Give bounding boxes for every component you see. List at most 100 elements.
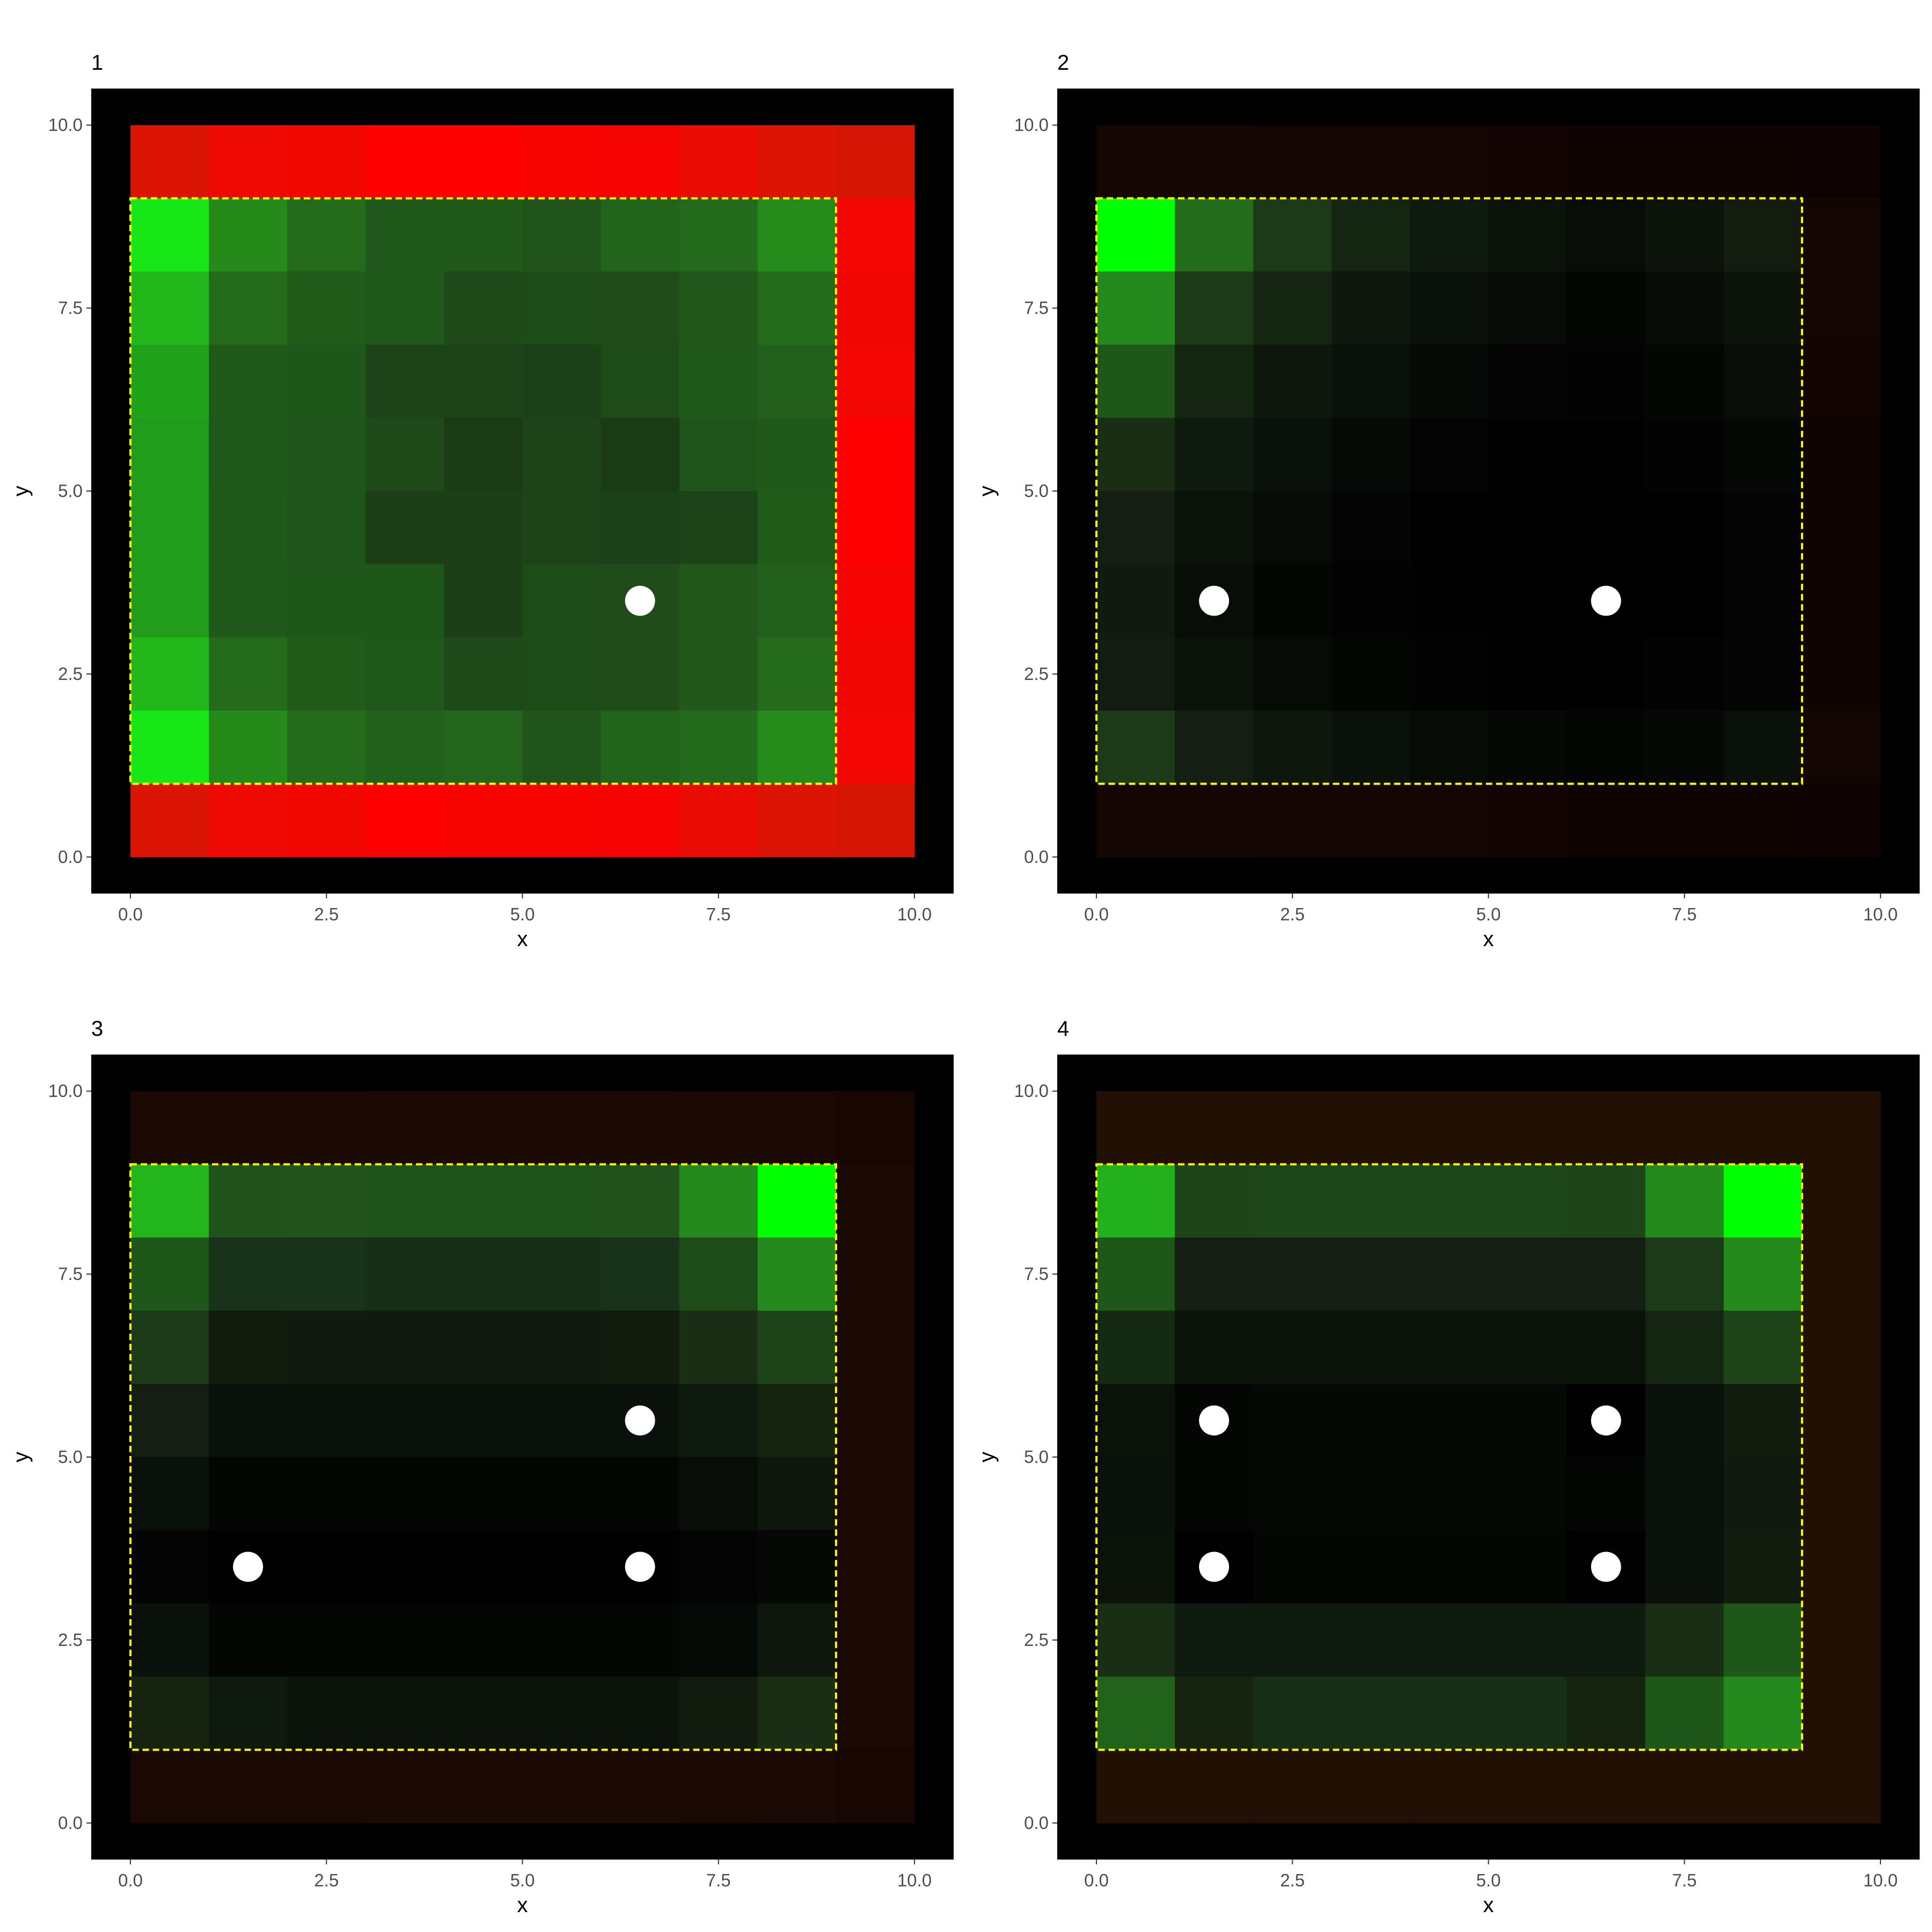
heatmap-cell	[1488, 1164, 1568, 1238]
heatmap-cell	[287, 564, 366, 638]
heatmap-cell	[1410, 198, 1489, 272]
heatmap-cell	[444, 711, 523, 785]
heatmap-cell	[679, 198, 758, 272]
heatmap-cell	[1331, 491, 1411, 565]
heatmap-cell	[1253, 418, 1332, 492]
heatmap-cell	[287, 1457, 366, 1531]
y-tick-label: 2.5	[58, 1630, 83, 1650]
heatmap-cell	[444, 637, 523, 711]
heatmap-cell	[1410, 418, 1489, 492]
heatmap-cell	[1488, 491, 1568, 565]
heatmap-cell	[1410, 1750, 1489, 1824]
heatmap-cell	[757, 1457, 837, 1531]
heatmap-cell	[757, 271, 837, 345]
heatmap-cell	[1567, 711, 1646, 785]
x-tick-label: 5.0	[510, 1870, 535, 1890]
heatmap-cell	[522, 271, 602, 345]
heatmap-cell	[1488, 418, 1568, 492]
heatmap-cell	[1645, 491, 1724, 565]
y-axis-title: y	[975, 486, 999, 496]
x-tick-label: 2.5	[1280, 904, 1305, 924]
data-point	[1199, 586, 1230, 616]
data-point	[625, 586, 655, 616]
heatmap-cell	[365, 1457, 445, 1531]
heatmap-cell	[209, 1091, 288, 1165]
heatmap-cell	[1096, 271, 1175, 345]
heatmap-cell	[1096, 1530, 1175, 1604]
heatmap-cell	[1802, 1750, 1881, 1824]
heatmap-cell	[1331, 1237, 1411, 1311]
heatmap-cell	[1410, 1311, 1489, 1385]
heatmap-cell	[1331, 1530, 1411, 1604]
y-tick-label: 10.0	[48, 1081, 83, 1101]
y-tick-label: 2.5	[58, 664, 83, 684]
heatmap-cell	[1410, 345, 1489, 419]
heatmap-cell	[601, 1750, 680, 1824]
heatmap-cell	[1331, 1677, 1411, 1751]
heatmap-cell	[130, 1530, 209, 1604]
heatmap-cell	[1567, 418, 1646, 492]
heatmap-cell	[1802, 1603, 1881, 1677]
heatmap-cell	[1802, 345, 1881, 419]
heatmap-cell	[1175, 271, 1254, 345]
heatmap-cell	[209, 125, 288, 199]
x-tick-label: 5.0	[510, 904, 535, 924]
heatmap-cell	[1175, 418, 1254, 492]
heatmap-cell	[679, 1384, 758, 1458]
heatmap-cell	[1253, 271, 1332, 345]
heatmap-cell	[130, 345, 209, 419]
heatmap-cell	[1096, 1384, 1175, 1458]
heatmap-cell	[1253, 345, 1332, 419]
heatmap-cell	[1096, 637, 1175, 711]
heatmap-cell	[444, 1677, 523, 1751]
heatmap-cell	[287, 1677, 366, 1751]
heatmap-cell	[522, 1311, 602, 1385]
heatmap-cell	[1723, 198, 1803, 272]
heatmap-cell	[1331, 198, 1411, 272]
panel-4: 4 0.0 2.5 5.0 7.5 10.0 0.0 2.5 5.0 7.5 10.0 x y	[975, 1017, 1920, 1917]
heatmap-cell	[836, 125, 915, 199]
heatmap-cell	[757, 418, 837, 492]
heatmap-cell	[287, 345, 366, 419]
dashed-boundary	[129, 1163, 837, 1751]
y-tick-label: 7.5	[58, 1264, 83, 1284]
panel-title: 3	[91, 1017, 103, 1041]
panel-1: 10.0 2.5 5.0 7.5 10.00.02.55.07.510.0xy	[9, 51, 954, 951]
y-axis-title: y	[9, 486, 33, 496]
panel-2: 2 0.0 2.5 5.0 7.5 10.0 0.0 2.5 5.0 7.5 10.0 x y	[975, 51, 1920, 951]
heatmap-cell	[1175, 1457, 1254, 1531]
heatmap-cell	[1331, 1750, 1411, 1824]
x-tick-label: 0.0	[1084, 1870, 1109, 1890]
heatmap-cell	[209, 1384, 288, 1458]
heatmap-cell	[836, 1311, 915, 1385]
y-tick-label: 10.0	[1014, 115, 1049, 135]
heatmap-cell	[601, 418, 680, 492]
heatmap-cell	[130, 1311, 209, 1385]
heatmap-cell	[757, 1311, 837, 1385]
heatmap-cell	[287, 1603, 366, 1677]
x-tick-label: 10.0	[897, 1870, 932, 1890]
heatmap-cell	[1175, 198, 1254, 272]
heatmap-cell	[1567, 1750, 1646, 1824]
heatmap-cell	[522, 1384, 602, 1458]
heatmap-cell	[1645, 637, 1724, 711]
heatmap-cell	[1253, 125, 1332, 199]
heatmap-cell	[1096, 198, 1175, 272]
heatmap-cell	[679, 1237, 758, 1311]
heatmap-cell	[836, 1457, 915, 1531]
heatmap-cell	[601, 784, 680, 858]
heatmap-cell	[1802, 1677, 1881, 1751]
heatmap-cell	[1410, 271, 1489, 345]
heatmap-cell	[1802, 784, 1881, 858]
heatmap-cell	[1488, 198, 1568, 272]
heatmap-cell	[1802, 564, 1881, 638]
heatmap-cell	[130, 784, 209, 858]
heatmap-cell	[1567, 271, 1646, 345]
heatmap-cell	[522, 491, 602, 565]
heatmap-cell	[836, 418, 915, 492]
heatmap-cell	[522, 198, 602, 272]
data-point	[625, 1405, 655, 1436]
heatmap-cell	[1723, 1164, 1803, 1238]
heatmap-cell	[1645, 271, 1724, 345]
